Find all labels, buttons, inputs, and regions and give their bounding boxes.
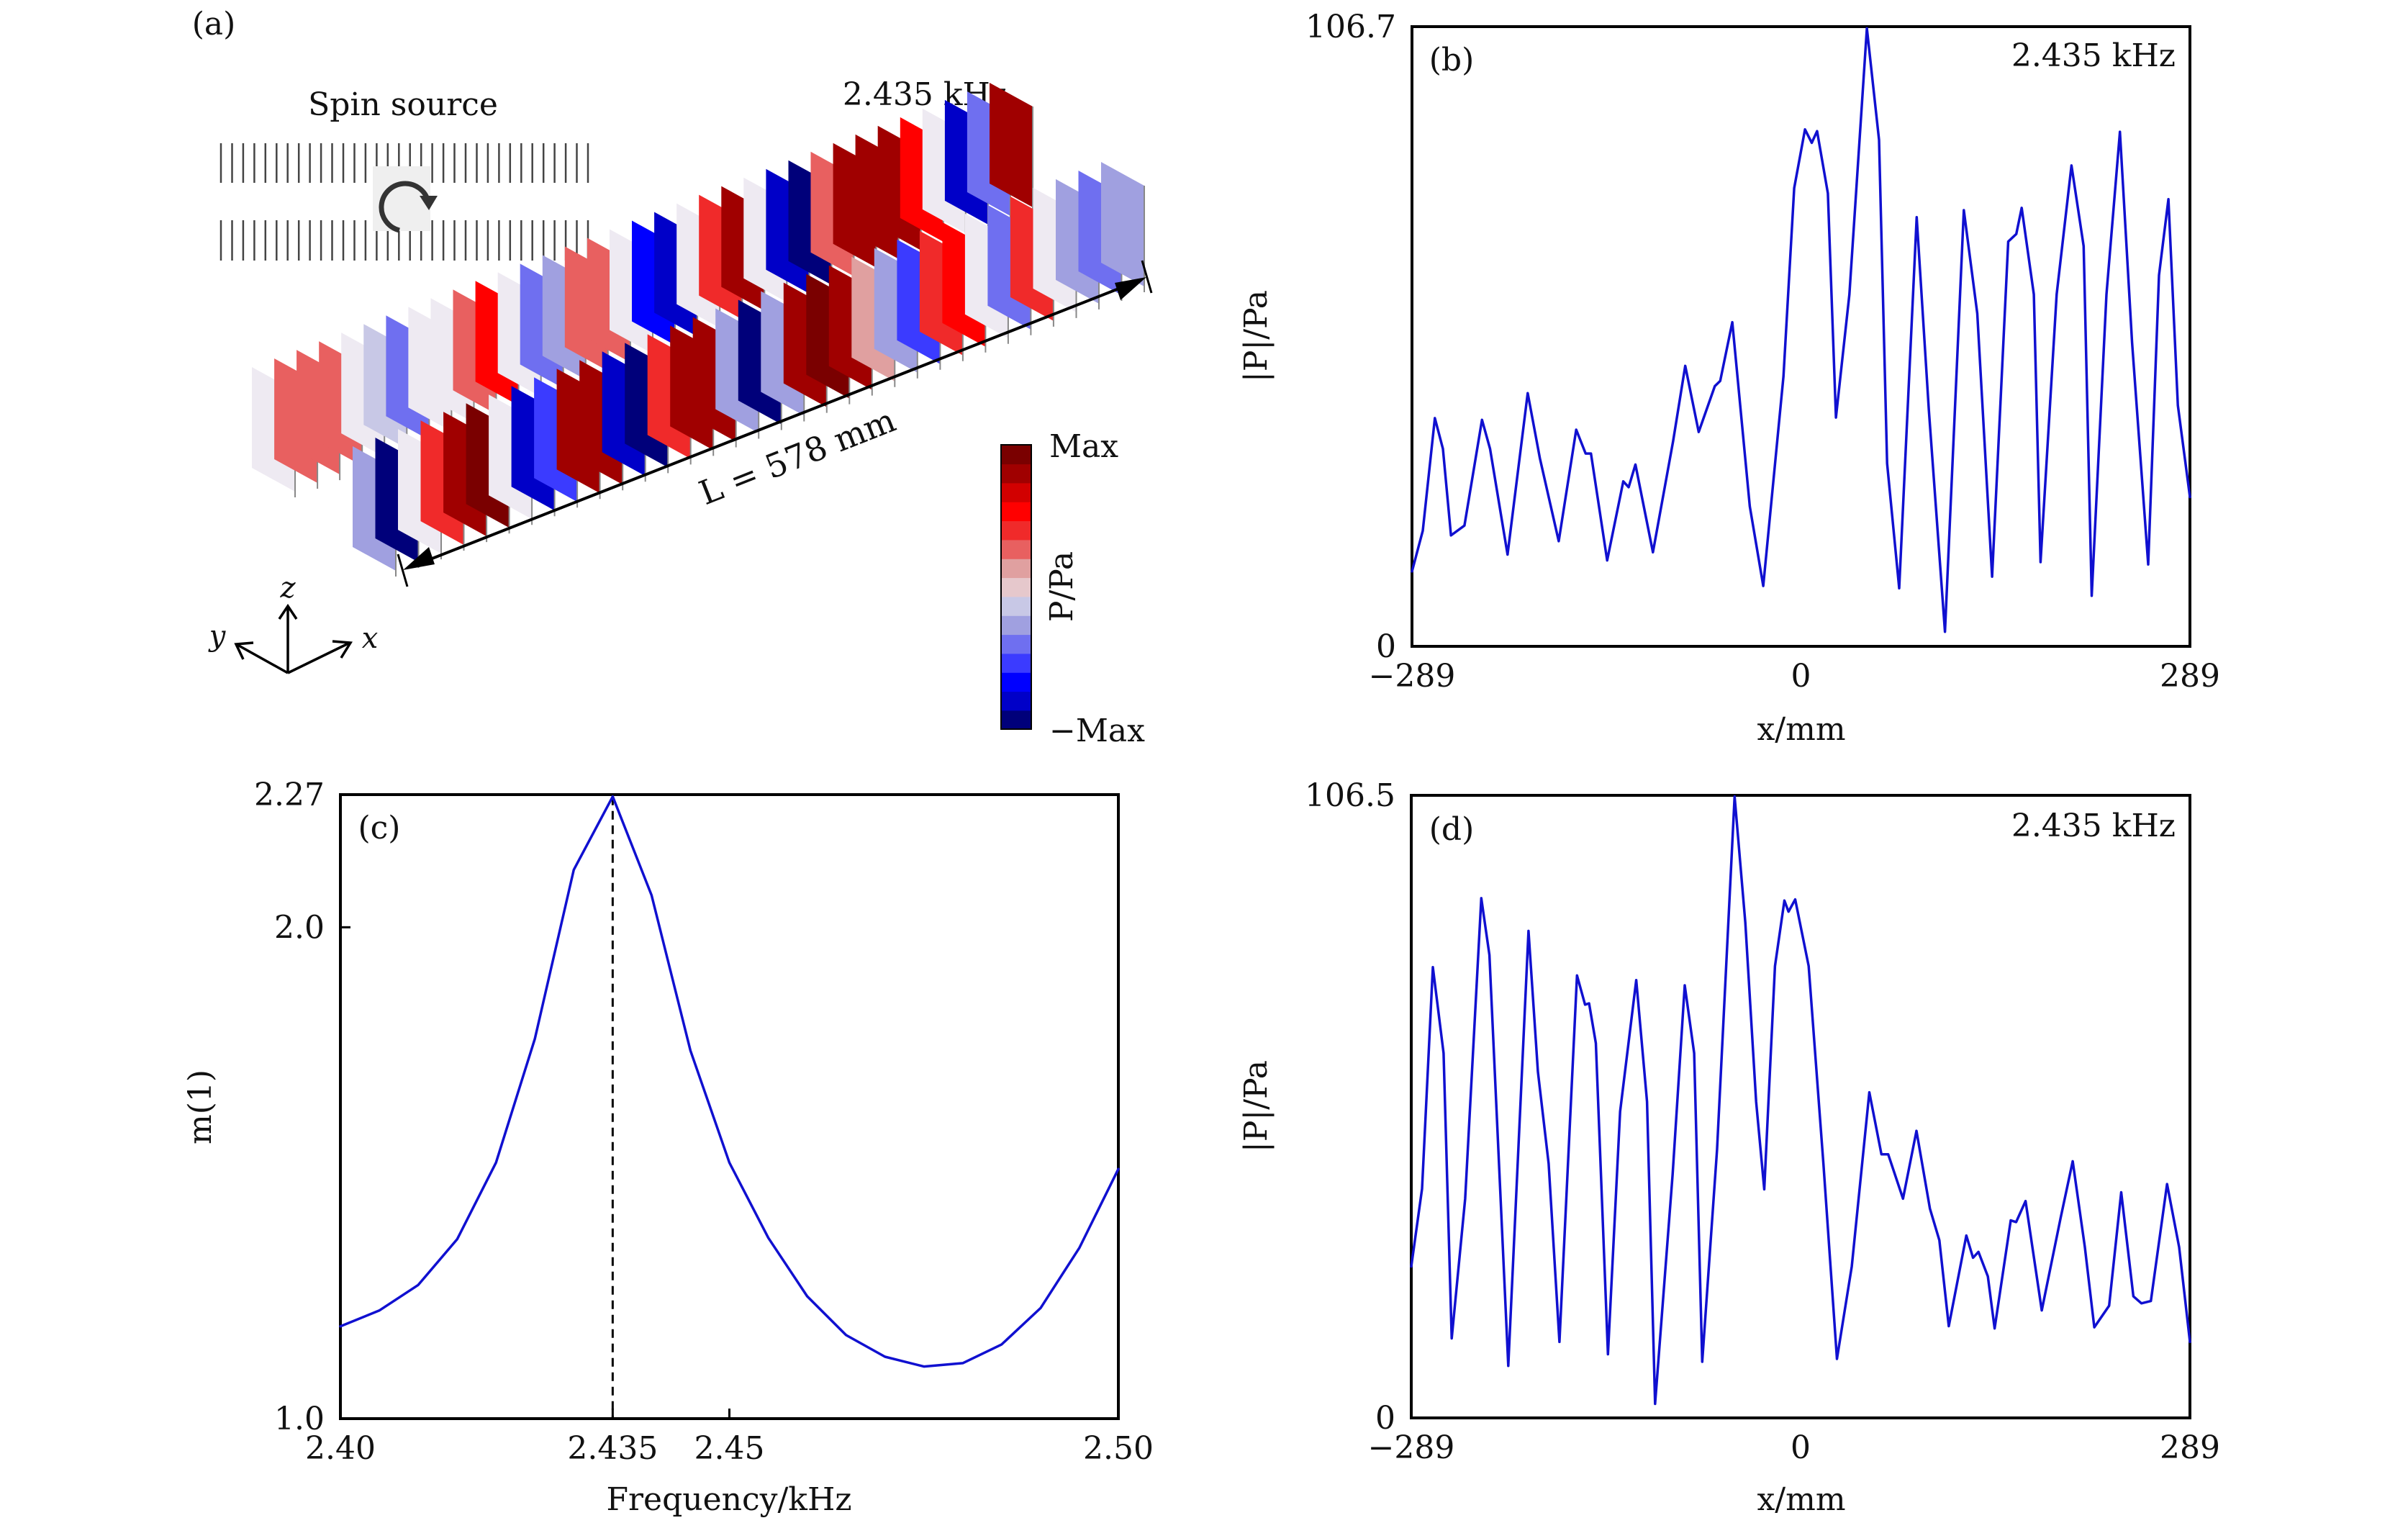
end-tick-right [1141,260,1153,294]
colorbar-segment [1001,710,1031,730]
colorbar-segment [1001,577,1031,597]
x-arrowhead-icon [332,640,353,659]
x-axis-arrow [287,642,349,674]
y-tick-label: 106.5 [1305,777,1395,814]
plot-frame-d [1410,794,2191,1419]
colorbar-segment [1001,596,1031,616]
colorbar-segment [1001,445,1031,465]
x-tick-label: −289 [1368,1429,1455,1466]
plot-frame-b [1411,25,2191,648]
z-axis-label: z [279,571,296,605]
spin-source [219,143,589,261]
colorbar: Max −Max P/Pa [1000,428,1145,749]
ylabel-c: m(1) [182,1070,219,1144]
x-tick-label: 289 [2160,658,2220,695]
colorbar-segment [1001,653,1031,673]
y-tick-label: 0 [1376,628,1396,665]
pressure-curve-b [1411,27,2191,633]
y-tick-label: 2.0 [274,909,325,946]
colorbar-segment [1001,691,1031,711]
z-arrowhead-icon [278,603,298,620]
panel-a-label: (a) [192,6,236,42]
y-arrowhead-icon [234,641,254,660]
y-tick-label: 2.27 [254,777,325,813]
colorbar-segment [1001,520,1031,541]
plate [1101,162,1144,286]
xlabel-d: x/mm [1757,1481,1845,1518]
panel-c-label: (c) [358,810,401,846]
end-tick-left [397,553,409,587]
frequency-label-b: 2.435 kHz [2011,37,2176,74]
colorbar-frame [1000,444,1032,730]
y-tick-label: 0 [1375,1400,1395,1437]
plate-row-lower [353,162,1145,577]
plot-frame-c [339,793,1120,1420]
colorbar-segment [1001,672,1031,692]
length-line [413,280,1138,567]
ylabel-d: |P|/Pa [1238,1060,1275,1152]
y-tick-label: 1.0 [274,1401,325,1437]
x-tick-label: 2.435 [567,1430,658,1467]
arrowhead-right-icon [1115,277,1146,300]
x-tick-label: −289 [1369,658,1456,695]
colorbar-title: P/Pa [1044,551,1080,622]
colorbar-max-label: Max [1049,428,1118,465]
colorbar-segment [1001,482,1031,502]
y-axis-label: y [208,620,227,653]
x-tick-label: 0 [1791,1429,1811,1466]
colorbar-segment [1001,502,1031,522]
spin-source-label: Spin source [308,86,498,123]
panel-d-label: (d) [1429,811,1475,848]
plate-row-upper [252,83,1033,497]
colorbar-min-label: −Max [1049,713,1145,749]
colorbar-segment [1001,539,1031,559]
panel-b-label: (b) [1429,42,1475,78]
axes-triad: z y x [208,571,379,674]
colorbar-segment [1001,559,1031,579]
colorbar-segment [1001,634,1031,654]
xlabel-b: x/mm [1757,711,1845,748]
colorbar-segment [1001,464,1031,484]
y-axis-arrow [237,643,289,674]
pressure-curve-d [1410,795,2191,1406]
plate [990,83,1033,207]
x-tick-label: 2.40 [305,1430,376,1467]
spin-grating-bottom [219,220,589,261]
colorbar-segment [1001,615,1031,636]
ticks-c: 2.40 2.435 2.45 2.50 1.0 2.0 2.27 [254,777,1154,1467]
x-tick-label: 2.45 [694,1430,765,1467]
y-tick-label: 106.7 [1305,9,1396,45]
x-axis-label: x [362,622,379,655]
colorbar-gradient [1001,445,1031,730]
m1-curve [339,795,1120,1368]
x-tick-label: 0 [1791,658,1811,695]
rotation-arrow-icon [379,181,438,233]
x-tick-label: 2.50 [1083,1430,1154,1467]
frequency-label-d: 2.435 kHz [2011,808,2176,844]
panel-c: (c) 2.40 2.435 2.45 2.50 1.0 2.0 2.27 Frequenc… [182,777,1154,1518]
panel-a: (a) Spin source 2.435 kHz L = 578 mm [192,6,1153,749]
ylabel-b: |P|/Pa [1238,290,1275,382]
spin-grating-top [219,143,589,183]
x-tick-label: 289 [2160,1429,2220,1466]
arrowhead-left-icon [403,547,435,570]
xlabel-c: Frequency/kHz [606,1481,851,1518]
